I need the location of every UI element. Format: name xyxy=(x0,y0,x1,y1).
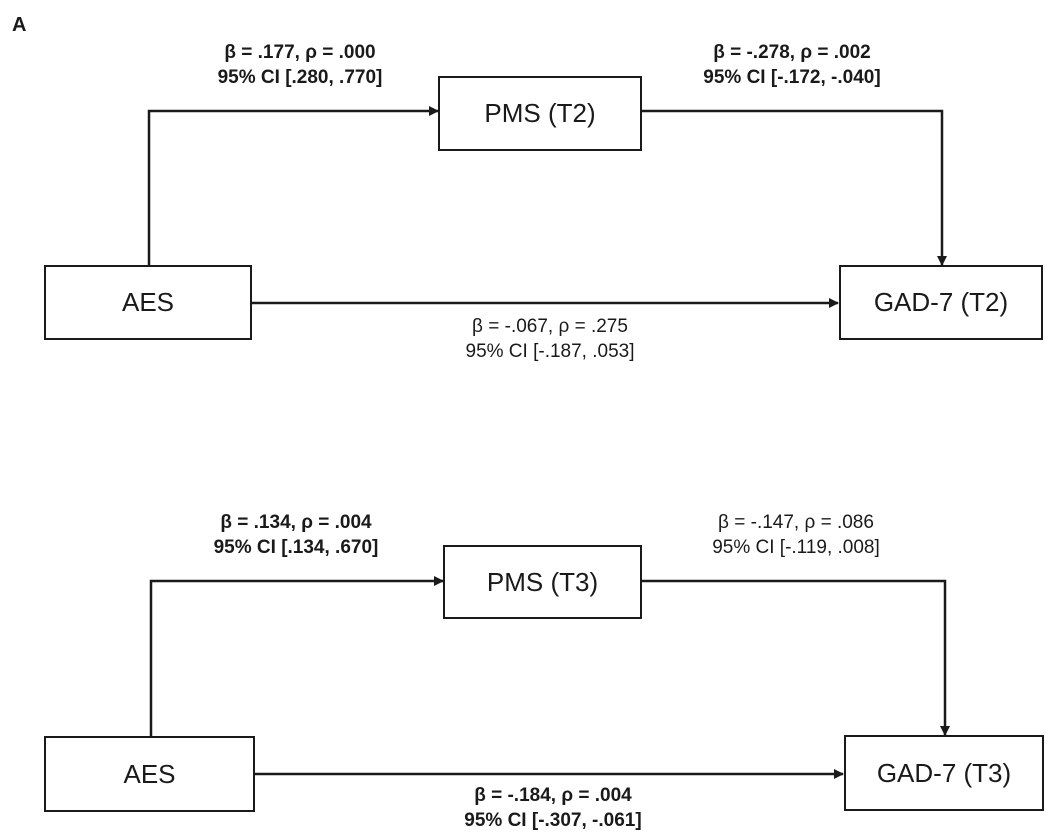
model2-path-b-ci: 95% CI [-.119, .008] xyxy=(712,537,880,558)
model2-path-c-label: β = -.184, ρ = .004 95% CI [-.307, -.061… xyxy=(403,783,703,833)
model2-outcome-box: GAD-7 (T3) xyxy=(844,735,1044,811)
model1-path-a-label: β = .177, ρ = .000 95% CI [.280, .770] xyxy=(150,40,450,90)
model2-outcome-label: GAD-7 (T3) xyxy=(876,757,1012,788)
model1-outcome-box: GAD-7 (T2) xyxy=(839,265,1043,340)
model1-path-c-coef: β = -.067, ρ = .275 xyxy=(472,316,628,337)
model2-predictor-box: AES xyxy=(44,736,255,812)
model1-path-b-coef: β = -.278, ρ = .002 xyxy=(713,42,871,63)
model2-path-a-coef: β = .134, ρ = .004 xyxy=(220,512,372,533)
model2-mediator-label: PMS (T3) xyxy=(486,566,599,597)
model2-predictor-label: AES xyxy=(123,758,176,789)
model2-path-b-coef: β = -.147, ρ = .086 xyxy=(718,512,874,533)
panel-label: A xyxy=(12,14,27,36)
model2-path-a-label: β = .134, ρ = .004 95% CI [.134, .670] xyxy=(146,510,446,560)
model2-mediator-box: PMS (T3) xyxy=(443,545,642,619)
model1-path-a-coef: β = .177, ρ = .000 xyxy=(224,42,376,63)
model1-mediator-label: PMS (T2) xyxy=(484,98,596,128)
model1-predictor-label: AES xyxy=(121,287,175,317)
model1-path-c-label: β = -.067, ρ = .275 95% CI [-.187, .053] xyxy=(400,314,700,364)
model2-path-b-label: β = -.147, ρ = .086 95% CI [-.119, .008] xyxy=(646,510,946,560)
model2-path-a-arrow xyxy=(149,576,444,736)
model1-path-a-arrow xyxy=(147,106,439,265)
model2-path-c-coef: β = -.184, ρ = .004 xyxy=(474,785,632,806)
model1-path-c-ci: 95% CI [-.187, .053] xyxy=(465,341,635,362)
model1-path-b-ci: 95% CI [-.172, -.040] xyxy=(703,67,881,88)
model1-path-b-label: β = -.278, ρ = .002 95% CI [-.172, -.040… xyxy=(642,40,942,90)
model1-mediator-box: PMS (T2) xyxy=(438,76,642,151)
model1-path-b-arrow xyxy=(642,109,947,266)
model2-path-a-ci: 95% CI [.134, .670] xyxy=(213,537,379,558)
model2-path-b-arrow xyxy=(642,579,950,736)
model1-outcome-label: GAD-7 (T2) xyxy=(873,287,1009,317)
model1-predictor-box: AES xyxy=(44,265,252,340)
model1-path-a-ci: 95% CI [.280, .770] xyxy=(217,67,383,88)
model2-path-c-ci: 95% CI [-.307, -.061] xyxy=(464,810,642,831)
